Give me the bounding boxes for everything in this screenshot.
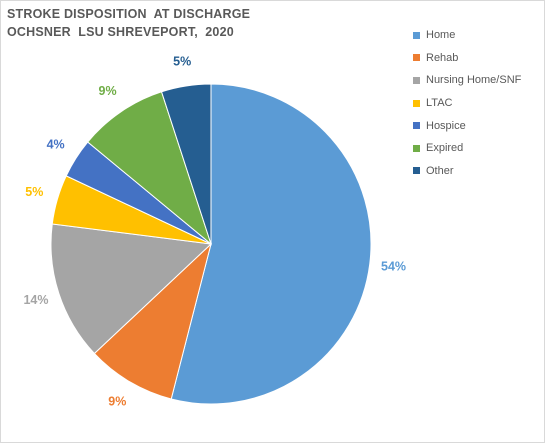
legend-label: Nursing Home/SNF — [426, 74, 522, 87]
chart-title: STROKE DISPOSITION AT DISCHARGE OCHSNER … — [7, 5, 250, 41]
legend-label: Rehab — [426, 51, 459, 64]
data-label-home: 54% — [381, 259, 406, 273]
legend-label: Expired — [426, 142, 464, 155]
pie-slice-nursing-home-snf — [50, 223, 213, 355]
data-label-other: 5% — [173, 55, 191, 69]
data-label-hospice: 4% — [47, 138, 65, 152]
legend-swatch — [413, 31, 420, 39]
legend-swatch — [413, 76, 420, 84]
pie-slice-rehab — [93, 242, 212, 400]
legend-swatch — [413, 54, 420, 62]
legend-swatch — [413, 122, 420, 130]
legend-item-home: Home — [413, 24, 521, 47]
chart-legend: Home Rehab Nursing Home/SNF LTAC Hospice Expi… — [413, 24, 521, 182]
pie-slice-home — [170, 83, 372, 405]
pie-slice-expired — [87, 91, 213, 246]
legend-item-other: Other — [413, 160, 521, 183]
data-label-expired: 9% — [99, 84, 117, 98]
legend-item-rehab: Rehab — [413, 47, 521, 70]
data-label-nursing-home-snf: 14% — [23, 293, 48, 307]
legend-item-nursing-home-snf: Nursing Home/SNF — [413, 69, 521, 92]
data-label-ltac: 5% — [25, 185, 43, 199]
legend-item-hospice: Hospice — [413, 114, 521, 137]
legend-label: LTAC — [426, 97, 453, 110]
chart-title-line-1: STROKE DISPOSITION AT DISCHARGE — [7, 7, 251, 21]
legend-item-expired: Expired — [413, 137, 521, 160]
legend-label: Home — [426, 29, 456, 42]
legend-swatch — [413, 144, 420, 152]
legend-item-ltac: LTAC — [413, 92, 521, 115]
chart-title-line-2: OCHSNER LSU SHREVEPORT, 2020 — [7, 25, 234, 39]
legend-swatch — [413, 99, 420, 107]
data-label-rehab: 9% — [108, 395, 126, 409]
pie-slice-other — [160, 83, 212, 245]
legend-label: Other — [426, 164, 454, 177]
legend-swatch — [413, 167, 420, 175]
legend-label: Hospice — [426, 119, 466, 132]
